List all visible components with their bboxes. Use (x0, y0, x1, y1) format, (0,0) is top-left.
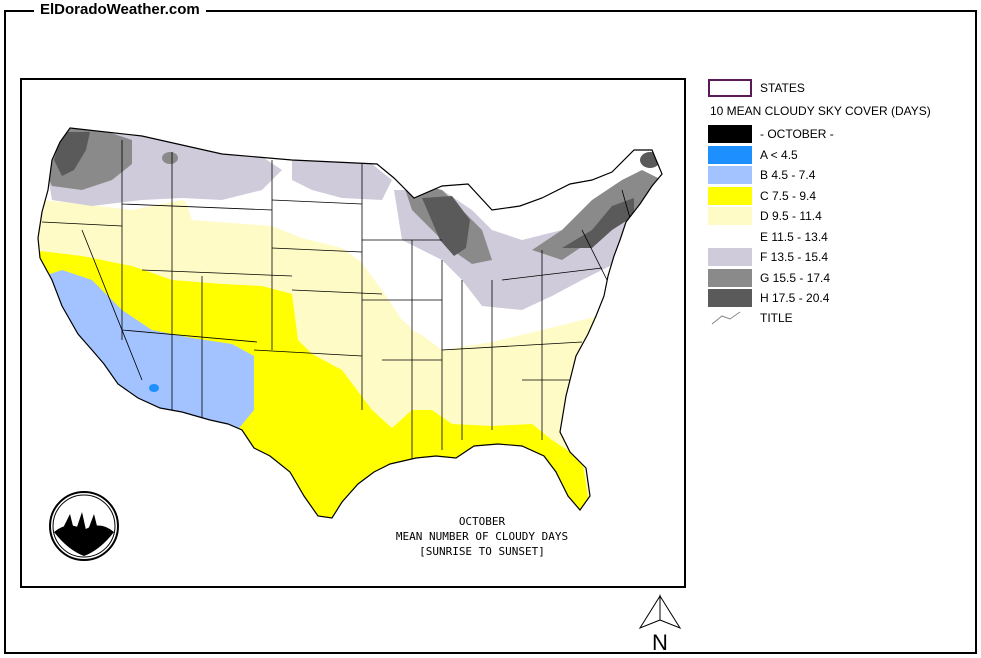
legend-title-row: TITLE (708, 308, 793, 328)
legend-class-swatch (708, 125, 752, 143)
legend-class-swatch (708, 207, 752, 225)
legend-class-label: D 9.5 - 11.4 (760, 209, 822, 223)
legend-layer-title: 10 MEAN CLOUDY SKY COVER (DAYS) (710, 104, 931, 118)
legend-class-swatch (708, 166, 752, 184)
caption-line-1: OCTOBER (458, 515, 506, 528)
legend-class-swatch (708, 248, 752, 266)
legend-class-swatch (708, 268, 752, 287)
legend-states-row: STATES (708, 78, 805, 98)
legend-class-row: - OCTOBER - (708, 124, 834, 144)
caption-line-3: [SUNRISE TO SUNSET] (419, 545, 545, 558)
legend-class-label: - OCTOBER - (760, 127, 834, 141)
zone-a-arizona (149, 384, 159, 392)
noaa-logo (49, 491, 119, 561)
zone-g-northeast (532, 170, 662, 260)
state-boundaries (41, 140, 643, 460)
legend-states-label: STATES (760, 81, 805, 95)
legend-class-row: E 11.5 - 13.4 (708, 227, 828, 247)
legend-class-label: E 11.5 - 13.4 (760, 229, 828, 244)
map-panel: OCTOBER MEAN NUMBER OF CLOUDY DAYS [SUNR… (20, 78, 686, 588)
legend-class-row: H 17.5 - 20.4 (708, 288, 829, 308)
legend-class-swatch (708, 289, 752, 307)
zone-e-central (182, 160, 662, 346)
legend-class-label: B 4.5 - 7.4 (760, 168, 816, 182)
zone-g-montana-spot (162, 152, 178, 164)
us-outline (37, 127, 663, 519)
legend-class-row: C 7.5 - 9.4 (708, 186, 816, 206)
north-label: N (652, 630, 668, 654)
zone-b-southwest (38, 270, 254, 432)
north-arrow-icon: N (638, 594, 682, 654)
legend-class-row: F 13.5 - 15.4 (708, 247, 828, 267)
zone-h-maine (640, 152, 660, 168)
outer-frame (4, 10, 977, 654)
zone-f-northcentral (292, 160, 392, 200)
zone-h-pacific-nw (54, 132, 90, 176)
states-outline-swatch (708, 79, 752, 97)
legend-class-label: G 15.5 - 17.4 (760, 270, 831, 285)
zone-d-northwest (38, 198, 302, 250)
legend-class-swatch (708, 227, 752, 246)
zone-h-greatlakes (422, 196, 470, 256)
caption-line-2: MEAN NUMBER OF CLOUDY DAYS (395, 530, 569, 543)
legend-class-row: D 9.5 - 11.4 (708, 206, 822, 226)
legend-title-label: TITLE (760, 311, 793, 325)
legend-class-label: C 7.5 - 9.4 (760, 188, 817, 203)
legend-class-label: H 17.5 - 20.4 (760, 291, 830, 305)
legend-class-row: G 15.5 - 17.4 (708, 268, 830, 288)
legend-class-swatch (708, 145, 752, 164)
map-caption: OCTOBER MEAN NUMBER OF CLOUDY DAYS [SUNR… (352, 514, 612, 559)
legend-class-swatch (708, 186, 752, 205)
zone-h-northeast (562, 198, 634, 248)
title-line-swatch (711, 311, 741, 325)
legend-class-label: A < 4.5 (760, 147, 798, 162)
legend-class-label: F 13.5 - 15.4 (760, 250, 829, 264)
legend-class-row: B 4.5 - 7.4 (708, 165, 815, 185)
site-title: ElDoradoWeather.com (34, 1, 206, 19)
legend-class-row: A < 4.5 (708, 145, 798, 165)
us-cloud-cover-map (37, 127, 663, 519)
